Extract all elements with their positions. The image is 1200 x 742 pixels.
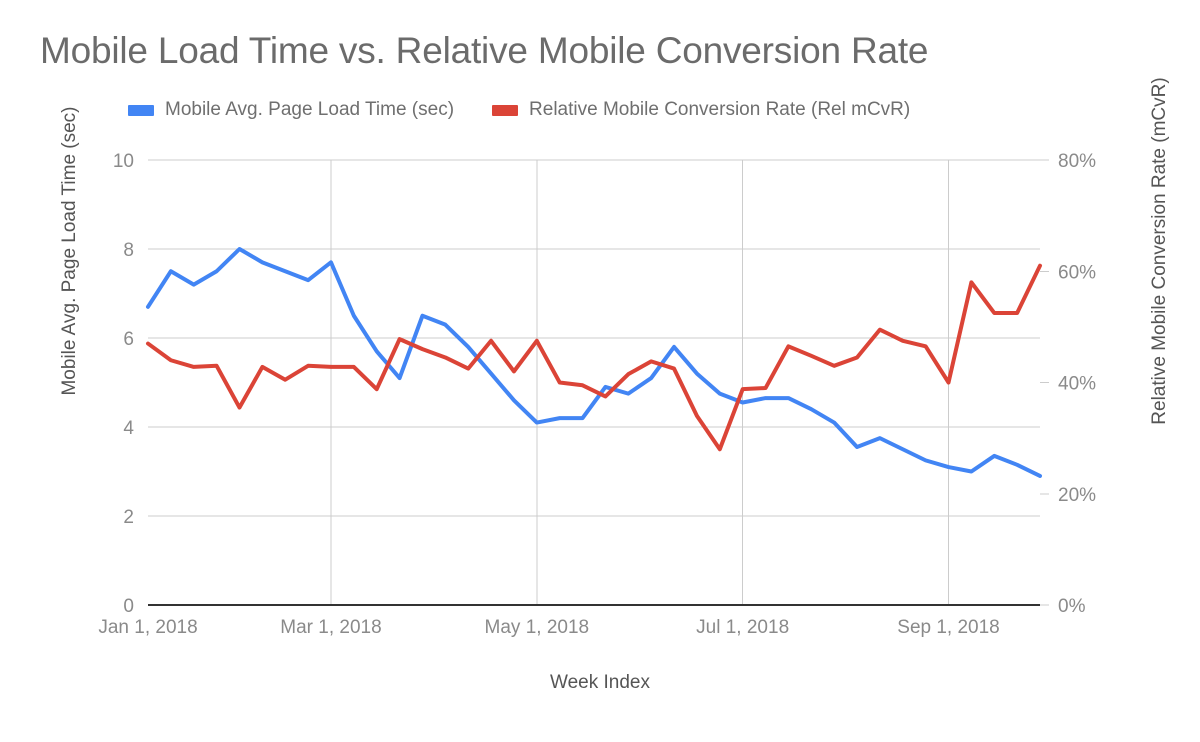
y-axis-left-tick-label: 8	[123, 240, 134, 261]
y-axis-left-tick-label: 2	[123, 507, 134, 528]
x-axis-ticks: Jan 1, 2018 Mar 1, 2018 May 1, 2018 Jul 1, …	[98, 617, 999, 638]
legend-item-conversion-rate[interactable]: Relative Mobile Conversion Rate (Rel mCv…	[492, 99, 910, 121]
y-axis-right-tick-label: 0%	[1058, 596, 1086, 617]
legend-item-load-time[interactable]: Mobile Avg. Page Load Time (sec)	[128, 99, 454, 121]
legend-swatch-load-time	[128, 104, 154, 116]
y-axis-left-tick-label: 4	[123, 418, 134, 439]
x-axis-title: Week Index	[550, 672, 650, 693]
legend-label-load-time: Mobile Avg. Page Load Time (sec)	[165, 99, 455, 120]
y-axis-left-tick-label: 0	[123, 596, 134, 617]
chart-legend: Mobile Avg. Page Load Time (sec) Relativ…	[128, 99, 910, 121]
x-axis-tick-label: May 1, 2018	[485, 617, 590, 638]
y-axis-left-tick-label: 10	[113, 151, 134, 172]
series-line-load-time	[146, 247, 1042, 478]
x-axis-tick-label: Jan 1, 2018	[98, 617, 197, 638]
chart-title: Mobile Load Time vs. Relative Mobile Con…	[40, 30, 929, 71]
y-axis-right-tick-label: 20%	[1058, 485, 1096, 506]
gridlines	[148, 159, 1040, 605]
x-axis-tick-label: Sep 1, 2018	[897, 617, 999, 638]
y-axis-left-ticks: 0 2 4 6 8 10	[113, 151, 135, 617]
y-axis-right-tick-label: 40%	[1058, 374, 1096, 395]
legend-swatch-conversion-rate	[492, 104, 519, 116]
legend-label-conversion-rate: Relative Mobile Conversion Rate (Rel mCv…	[529, 99, 911, 120]
y-axis-right-ticks: 0% 20% 40% 60% 80%	[1040, 151, 1096, 617]
y-axis-left-tick-label: 6	[123, 329, 134, 350]
y-axis-right-tick-label: 60%	[1058, 262, 1096, 283]
x-axis-tick-label: Mar 1, 2018	[280, 617, 381, 638]
x-axis-tick-label: Jul 1, 2018	[696, 617, 789, 638]
y-axis-right-tick-label: 80%	[1058, 151, 1096, 172]
data-series	[146, 247, 1042, 478]
series-line-conversion-rate	[146, 263, 1042, 452]
